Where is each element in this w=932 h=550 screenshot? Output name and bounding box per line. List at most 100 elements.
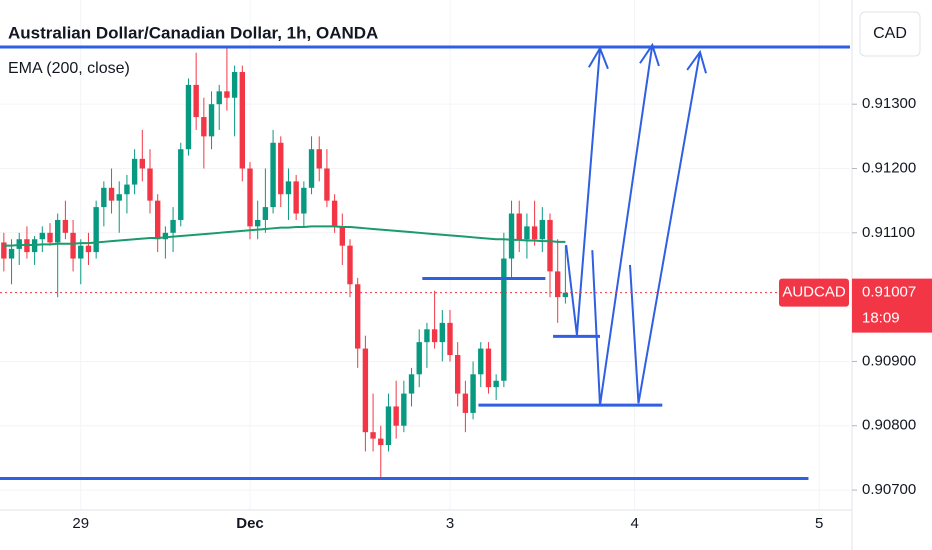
candle-body [362,348,369,433]
x-tick-label: 5 [815,515,823,532]
candle-body [270,142,276,208]
symbol-tag [779,278,849,307]
candle-body [8,248,15,259]
candle-body [55,219,61,243]
y-tick-label: 0.90900 [862,352,916,369]
candle-body [401,393,407,426]
candle-body [93,207,99,253]
candle-body [485,348,492,388]
candle-body [108,187,115,201]
y-tick-label: 0.91100 [862,224,915,241]
candle-body [47,232,53,243]
candle-body [385,406,392,446]
candle-body [85,245,92,253]
arrow-line [629,51,701,404]
candle-body [178,149,184,220]
candle-body [378,438,384,446]
arrow-head [686,49,707,74]
candle-body [262,207,269,220]
arrow-head [588,45,609,70]
candle-body [101,187,107,208]
candle-body [462,393,469,413]
candle-body [301,187,307,214]
candle-body [493,380,499,388]
candle-body [147,168,153,201]
candle-body [355,284,361,349]
candle-body [39,232,45,240]
candle-body [439,322,445,343]
candle-body [231,72,238,98]
y-tick-label: 0.91200 [862,159,916,176]
candle-body [78,245,84,259]
x-tick-label: 3 [446,515,454,532]
candle-body [201,117,207,137]
candle-body [339,226,345,246]
candle-body [470,374,476,413]
y-tick-label: 0.90800 [862,417,916,434]
candle-body [539,219,545,240]
x-tick-label: Dec [236,515,264,532]
candle-body [370,432,376,439]
candle-body [431,329,438,343]
countdown-label: 18:09 [862,310,900,327]
candle-body [162,232,169,240]
currency-label[interactable]: CAD [873,25,907,42]
candle-body [416,342,422,375]
candle-body [185,84,192,150]
candle-body [224,91,230,98]
plot-area [0,0,850,510]
candle-body [424,329,430,343]
candle-body [193,84,199,118]
candle-body [247,168,253,227]
candle-body [170,219,176,233]
candle-body [255,219,261,227]
candle-body [278,142,284,195]
candle-body [324,168,330,201]
candle-body [547,219,553,272]
candle-body [285,181,292,195]
candle-body [455,355,461,394]
candle-body [131,158,138,185]
symbol-label: AUDCAD [782,284,846,301]
x-tick-label: 29 [72,515,89,532]
candle-body [308,149,315,188]
y-tick-label: 0.90700 [862,481,916,498]
arrow-line [565,48,601,336]
candle-body [331,200,338,227]
candle-body [393,406,399,426]
price-tag [852,278,932,333]
candle-body [562,292,569,298]
indicator-label: EMA (200, close) [8,60,130,77]
candle-body [508,213,515,259]
candle-body [447,322,453,356]
arrow-line [591,44,654,406]
candle-body [516,213,522,240]
candle-body [70,232,76,259]
candle-body [531,226,538,240]
chart-title: Australian Dollar/Canadian Dollar, 1h, O… [8,23,378,42]
candle-body [216,91,222,105]
candle-body [139,158,145,169]
arrow-head [639,42,660,67]
candle-body [1,242,7,259]
candle-body [501,258,507,381]
candle-body [408,374,415,394]
candle-body [293,181,299,214]
y-tick-label: 0.91300 [862,95,916,112]
candle-body [208,104,215,137]
x-tick-label: 4 [630,515,638,532]
candle-body [478,348,484,375]
candle-body [555,271,561,298]
candle-body [155,200,161,240]
currency-button[interactable] [859,11,921,57]
ema-line [3,225,566,247]
candle-body [124,184,130,195]
price-label: 0.91007 [862,284,916,301]
candle-body [316,149,322,169]
candle-body [116,194,122,201]
candle-body [347,245,353,285]
candle-body [62,219,69,233]
candle-body [239,72,245,169]
